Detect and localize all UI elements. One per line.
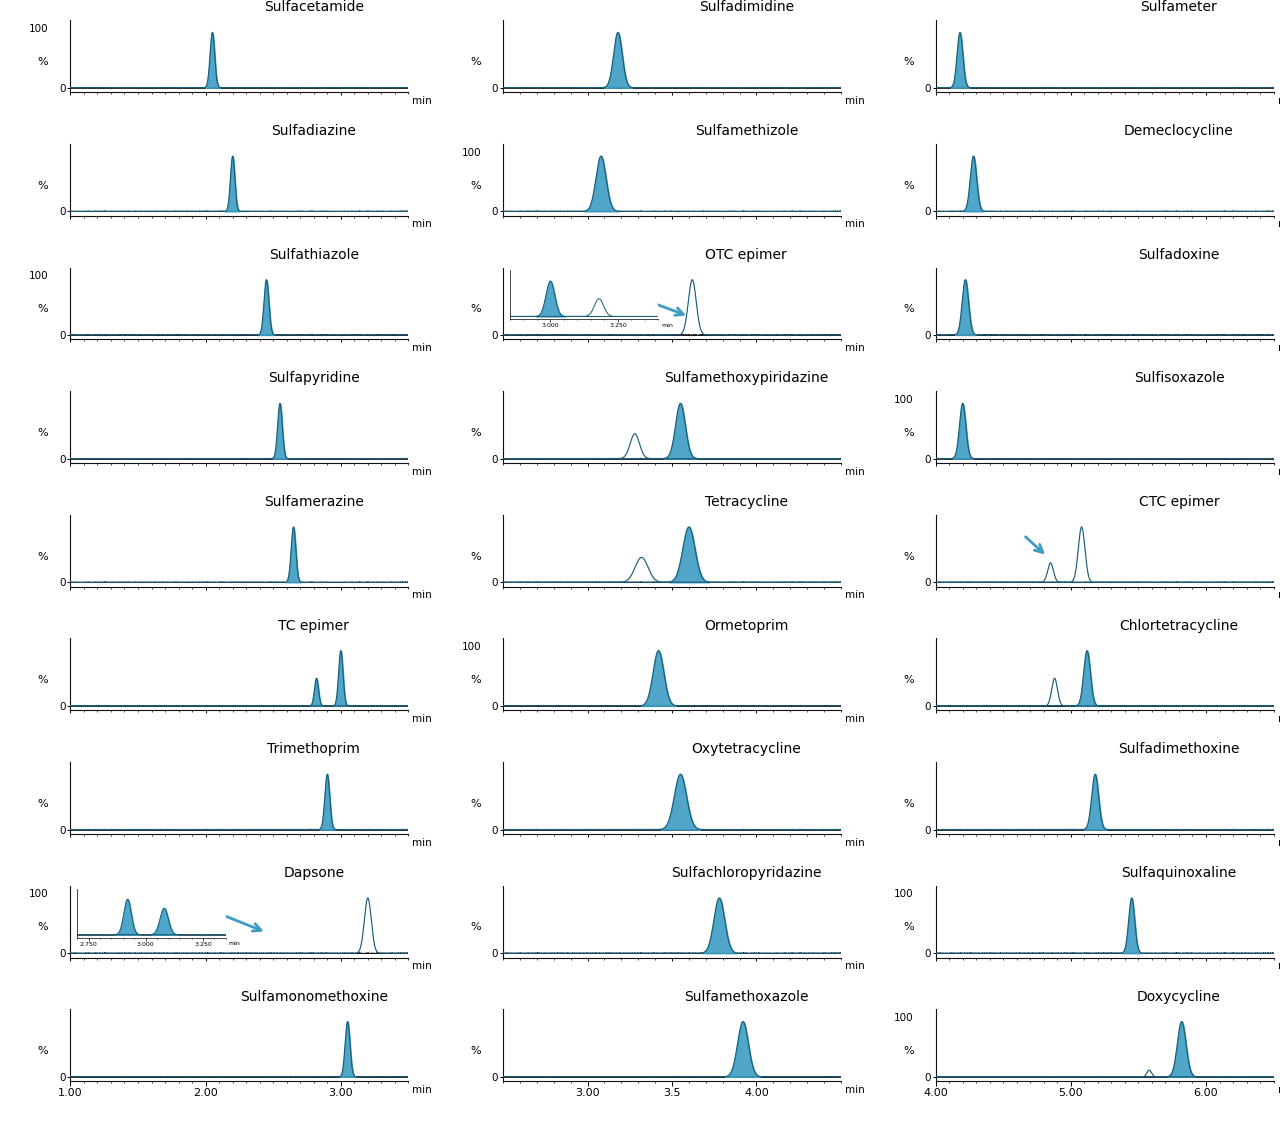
Text: %: %: [38, 676, 49, 686]
Text: Sulfapyridine: Sulfapyridine: [268, 371, 360, 386]
Text: min: min: [412, 961, 433, 971]
Text: %: %: [38, 923, 49, 933]
Text: min: min: [845, 961, 865, 971]
Text: %: %: [38, 799, 49, 809]
Text: %: %: [471, 428, 481, 438]
Text: min: min: [412, 343, 433, 353]
Text: Sulfamerazine: Sulfamerazine: [264, 495, 364, 509]
Text: %: %: [902, 923, 914, 933]
Text: min: min: [1277, 714, 1280, 724]
Text: %: %: [902, 1046, 914, 1057]
Text: TC epimer: TC epimer: [278, 618, 349, 633]
Text: %: %: [902, 181, 914, 191]
Text: 100: 100: [893, 395, 914, 405]
Text: Sulfamethizole: Sulfamethizole: [695, 124, 797, 138]
Text: Doxycycline: Doxycycline: [1137, 989, 1221, 1004]
Text: Sulfamonomethoxine: Sulfamonomethoxine: [239, 989, 388, 1004]
Text: %: %: [38, 181, 49, 191]
Text: 100: 100: [29, 889, 49, 899]
Text: Tetracycline: Tetracycline: [705, 495, 788, 509]
Text: %: %: [38, 305, 49, 315]
Text: %: %: [902, 676, 914, 686]
Text: Sulfadimidine: Sulfadimidine: [699, 0, 794, 15]
Text: min: min: [845, 343, 865, 353]
Text: 100: 100: [893, 1013, 914, 1023]
Text: min: min: [1277, 837, 1280, 847]
Text: Sulfadiazine: Sulfadiazine: [271, 124, 356, 138]
Text: OTC epimer: OTC epimer: [705, 247, 787, 262]
Text: %: %: [471, 1046, 481, 1057]
Text: Sulfamethoxazole: Sulfamethoxazole: [684, 989, 809, 1004]
Text: %: %: [38, 57, 49, 67]
Text: Trimethoprim: Trimethoprim: [268, 742, 360, 756]
Text: min: min: [845, 466, 865, 477]
Text: CTC epimer: CTC epimer: [1139, 495, 1220, 509]
Text: 100: 100: [461, 147, 481, 157]
Text: %: %: [902, 57, 914, 67]
Text: min: min: [845, 96, 865, 106]
Text: min: min: [1277, 590, 1280, 600]
Text: Dapsone: Dapsone: [283, 865, 344, 880]
Text: Sulfathiazole: Sulfathiazole: [269, 247, 358, 262]
Text: min: min: [845, 714, 865, 724]
Text: %: %: [38, 1046, 49, 1057]
Text: min: min: [1277, 343, 1280, 353]
Text: min: min: [1277, 961, 1280, 971]
Text: Sulfadoxine: Sulfadoxine: [1138, 247, 1220, 262]
Text: 100: 100: [893, 889, 914, 899]
Text: min: min: [412, 466, 433, 477]
Text: Sulfameter: Sulfameter: [1140, 0, 1217, 15]
Text: min: min: [845, 1085, 865, 1095]
Text: %: %: [471, 799, 481, 809]
Text: Sulfacetamide: Sulfacetamide: [264, 0, 364, 15]
Text: Sulfadimethoxine: Sulfadimethoxine: [1119, 742, 1240, 756]
Text: Sulfisoxazole: Sulfisoxazole: [1134, 371, 1224, 386]
Text: min: min: [1277, 219, 1280, 229]
Text: min: min: [412, 590, 433, 600]
Text: Demeclocycline: Demeclocycline: [1124, 124, 1234, 138]
Text: %: %: [902, 305, 914, 315]
Text: 100: 100: [29, 271, 49, 281]
Text: min: min: [412, 1085, 433, 1095]
Text: %: %: [471, 305, 481, 315]
Text: min: min: [1277, 1085, 1280, 1095]
Text: 100: 100: [461, 642, 481, 652]
Text: min: min: [412, 837, 433, 847]
Text: min: min: [1277, 96, 1280, 106]
Text: 100: 100: [29, 24, 49, 34]
Text: Sulfamethoxypiridazine: Sulfamethoxypiridazine: [664, 371, 828, 386]
Text: %: %: [471, 552, 481, 562]
Text: Sulfachloropyridazine: Sulfachloropyridazine: [671, 865, 822, 880]
Text: Ormetoprim: Ormetoprim: [704, 618, 788, 633]
Text: Sulfaquinoxaline: Sulfaquinoxaline: [1121, 865, 1236, 880]
Text: %: %: [471, 923, 481, 933]
Text: %: %: [38, 428, 49, 438]
Text: %: %: [471, 57, 481, 67]
Text: min: min: [1277, 466, 1280, 477]
Text: min: min: [845, 590, 865, 600]
Text: min: min: [412, 96, 433, 106]
Text: min: min: [412, 714, 433, 724]
Text: min: min: [412, 219, 433, 229]
Text: %: %: [902, 428, 914, 438]
Text: %: %: [471, 676, 481, 686]
Text: min: min: [845, 837, 865, 847]
Text: Chlortetracycline: Chlortetracycline: [1120, 618, 1239, 633]
Text: %: %: [471, 181, 481, 191]
Text: min: min: [845, 219, 865, 229]
Text: %: %: [902, 799, 914, 809]
Text: %: %: [38, 552, 49, 562]
Text: %: %: [902, 552, 914, 562]
Text: Oxytetracycline: Oxytetracycline: [691, 742, 801, 756]
